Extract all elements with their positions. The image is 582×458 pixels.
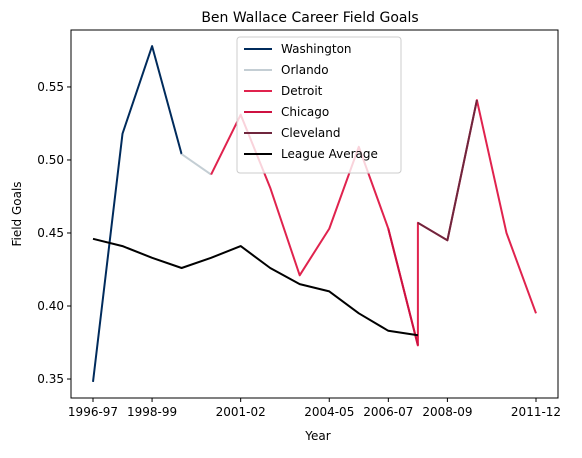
x-axis-title: Year [304, 429, 330, 443]
y-tick-label: 0.50 [37, 153, 64, 167]
series-line-washington [92, 45, 183, 383]
chart-title: Ben Wallace Career Field Goals [201, 10, 418, 26]
series-line-orlando [181, 153, 212, 176]
legend-label-washington: Washington [281, 42, 352, 56]
legend-box [236, 36, 402, 174]
x-tick-label: 2011-12 [511, 405, 561, 419]
series-line-cleveland [417, 99, 478, 242]
x-tick-label: 2004-05 [304, 405, 354, 419]
series-layer [92, 45, 537, 383]
legend-label-detroit: Detroit [281, 84, 323, 98]
y-axis: 0.35 0.40 0.45 0.50 0.55 [37, 80, 71, 386]
y-axis-title: Field Goals [10, 181, 24, 246]
y-tick-label: 0.55 [37, 80, 64, 94]
legend: Washington Orlando Detroit Chicago Cleveland… [236, 36, 402, 174]
y-tick-label: 0.45 [37, 226, 64, 240]
x-tick-label: 2001-02 [216, 405, 266, 419]
x-tick-label: 2006-07 [363, 405, 413, 419]
legend-label-league-average: League Average [281, 147, 378, 161]
legend-label-cleveland: Cleveland [281, 126, 341, 140]
legend-label-chicago: Chicago [281, 105, 329, 119]
x-tick-label: 2008-09 [422, 405, 472, 419]
x-axis: 1996-97 1998-99 2001-02 2004-05 2006-07 2008-… [68, 398, 561, 419]
plot-frame [70, 29, 559, 399]
series-line-league-average [92, 237, 419, 337]
y-tick-label: 0.40 [37, 299, 64, 313]
x-tick-label: 1998-99 [127, 405, 177, 419]
legend-label-orlando: Orlando [281, 63, 329, 77]
x-tick-label: 1996-97 [68, 405, 118, 419]
y-tick-label: 0.35 [37, 372, 64, 386]
series-line-chicago [387, 228, 419, 346]
